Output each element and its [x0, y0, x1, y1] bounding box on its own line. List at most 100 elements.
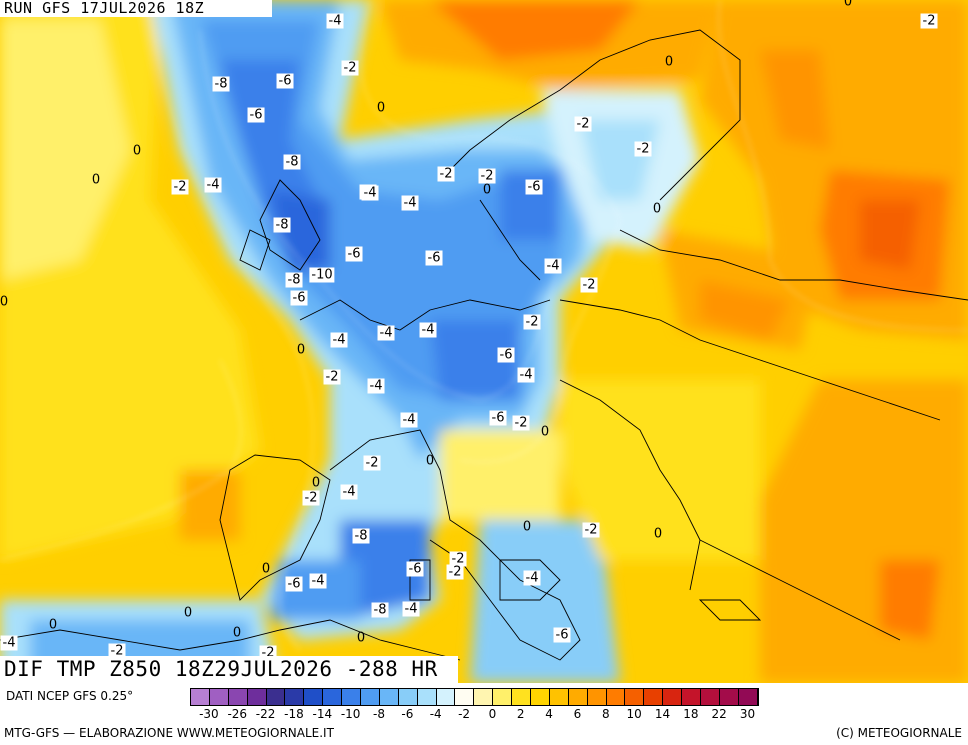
contour-value-label: 0 [261, 561, 271, 577]
contour-value-label: 0 [91, 172, 101, 188]
temperature-anomaly-map: RUN GFS 17JUL2026 18Z -4 -2 0 -2 -8 -6 -2 0 0 -6-… [0, 0, 968, 683]
legend-swatch [663, 689, 683, 705]
legend-swatch [361, 689, 380, 705]
legend-tick-label: -18 [284, 707, 304, 721]
field-title: DIF TMP Z850 18Z29JUL2026 -288 HR [0, 656, 458, 683]
legend-swatch [436, 689, 456, 705]
contour-value-label: -4 [517, 367, 535, 383]
contour-value-label: 0 [482, 182, 492, 198]
contour-value-label: -2 [323, 369, 341, 385]
contour-value-label: -4 [377, 325, 395, 341]
legend-tick-label: 10 [626, 707, 642, 721]
legend-swatch [304, 689, 324, 705]
run-title: RUN GFS 17JUL2026 18Z [0, 0, 273, 17]
contour-value-label: 0 [311, 475, 321, 491]
contour-value-label: -2 [171, 179, 189, 195]
contour-value-label: 0 [48, 617, 58, 633]
contour-value-label: -4 [419, 322, 437, 338]
contour-value-label: -4 [326, 13, 344, 29]
contour-value-label: -6 [497, 347, 515, 363]
contour-value-label: 0 [653, 526, 663, 542]
contour-value-label: -8 [285, 272, 303, 288]
copyright: (C) METEOGIORNALE [836, 726, 962, 740]
contour-value-label: -4 [330, 332, 348, 348]
map-canvas [0, 0, 968, 683]
legend-tick-label: 14 [654, 707, 671, 721]
legend-tick-label: 2 [516, 707, 525, 721]
legend-swatch [323, 689, 343, 705]
legend-tick-label: -8 [373, 707, 385, 721]
legend-swatch [228, 689, 248, 705]
coastline-borders [0, 29, 968, 661]
contour-value-label: -4 [361, 185, 379, 201]
legend-tick-label: -26 [227, 707, 248, 721]
data-source: DATI NCEP GFS 0.25° [6, 689, 134, 703]
contour-value-label: -6 [285, 576, 303, 592]
contour-value-label: -2 [920, 13, 938, 29]
contour-value-label: -2 [302, 490, 320, 506]
contour-value-label: -2 [523, 314, 541, 330]
contour-value-label: -8 [283, 154, 301, 170]
legend-tick-label: -22 [255, 707, 276, 721]
contour-value-label: -4 [204, 177, 222, 193]
legend-swatch [644, 689, 664, 705]
contour-value-label: -2 [574, 116, 592, 132]
contour-value-label: -6 [425, 250, 443, 266]
contour-value-label: 0 [376, 100, 386, 116]
legend-swatch [455, 689, 475, 705]
contour-value-label: -2 [478, 168, 496, 184]
contour-value-label: -4 [340, 484, 358, 500]
contour-value-label: -8 [352, 528, 370, 544]
contour-value-label: -6 [345, 246, 363, 262]
anomaly-field-shading [0, 0, 968, 683]
contour-lines [0, 0, 968, 651]
legend-swatch [474, 689, 494, 705]
contour-value-label: -4 [400, 412, 418, 428]
legend-swatch [379, 689, 399, 705]
contour-value-label: 0 [425, 453, 435, 469]
contour-value-label: -2 [341, 60, 359, 76]
contour-value-label: -2 [582, 522, 600, 538]
legend-swatch [531, 689, 550, 705]
legend-swatch [266, 689, 286, 705]
legend-tick-label: 6 [573, 707, 582, 721]
contour-value-label: 0 [132, 143, 142, 159]
contour-value-label: 0 [652, 201, 662, 217]
contour-value-label: -6 [525, 179, 543, 195]
contour-value-label: -2 [108, 643, 126, 659]
legend-tick-label: 4 [545, 707, 553, 721]
contour-value-label: -6 [406, 561, 424, 577]
legend-swatch [738, 689, 758, 705]
legend-swatch [247, 689, 267, 705]
legend-swatch [701, 689, 720, 705]
contour-value-label: 0 [183, 605, 193, 621]
legend-swatch [606, 689, 626, 705]
legend-swatch [587, 689, 607, 705]
legend-swatch [719, 689, 739, 705]
contour-value-label: -8 [273, 217, 291, 233]
contour-value-label: 0 [843, 0, 853, 10]
legend-swatch [682, 689, 702, 705]
legend-tick-labels: -30 -26 -22 -18 -14 -10 -8 -6 -4 -2 0 2 4 6 8 10 14 18 22 3… [190, 707, 968, 723]
legend-swatch [191, 689, 210, 705]
contour-value-label: -2 [363, 455, 381, 471]
legend-tick-label: 30 [739, 707, 756, 721]
legend-swatch [342, 689, 362, 705]
legend-swatch [512, 689, 532, 705]
contour-value-label: 0 [296, 342, 306, 358]
contour-value-label: 0 [232, 625, 242, 641]
legend-tick-label: 8 [601, 707, 610, 721]
legend-tick-label: -30 [199, 707, 219, 721]
credit-line: MTG-GFS — ELABORAZIONE WWW.METEOGIORNALE… [4, 726, 334, 740]
legend-swatch [549, 689, 569, 705]
contour-value-label: -4 [367, 378, 385, 394]
contour-value-label: -2 [449, 551, 467, 567]
contour-value-label: -4 [309, 573, 327, 589]
legend-swatch [417, 689, 437, 705]
legend-tick-label: -4 [429, 707, 442, 721]
contour-value-label: -4 [0, 635, 18, 651]
contour-value-label: -2 [512, 415, 530, 431]
legend-tick-label: 18 [683, 707, 699, 721]
contour-value-label: -6 [489, 410, 507, 426]
legend-swatch [568, 689, 588, 705]
